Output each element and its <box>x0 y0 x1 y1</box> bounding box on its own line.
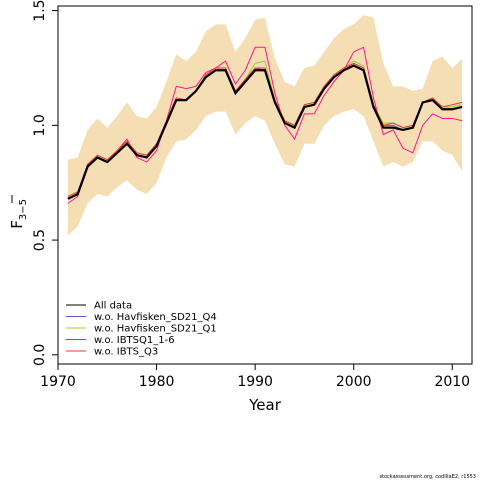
svg-text:F3−5: F3−5 <box>8 199 29 229</box>
x-tick-label: 2000 <box>336 374 372 390</box>
y-axis-title: F3−5 <box>8 195 29 229</box>
plot-frame <box>57 5 473 365</box>
series-line-4 <box>67 62 463 197</box>
x-tick-label: 1990 <box>237 374 273 390</box>
x-axis: 1970 1980 1990 2000 2010 <box>40 364 470 390</box>
y-axis-title-main: F <box>8 220 26 229</box>
series-line-0 <box>67 64 463 200</box>
x-axis-title: Year <box>248 396 282 414</box>
x-tick-label: 1980 <box>139 374 175 390</box>
y-axis-title-subscript: 3−5 <box>18 199 29 220</box>
legend-label-1: w.o. Havfisken_SD21_Q4 <box>94 312 217 323</box>
plot-area <box>67 15 463 236</box>
footer-source: stockassessment.org, codIIIaE2, r1553 <box>379 474 476 480</box>
legend-label-4: w.o. IBTS_Q3 <box>94 347 158 358</box>
y-tick-label: 1.0 <box>32 114 48 136</box>
y-tick-label: 0.5 <box>32 229 48 251</box>
legend-label-3: w.o. IBTSQ1_1-6 <box>94 335 175 346</box>
x-tick-label: 1970 <box>40 374 76 390</box>
y-tick-label: 1.5 <box>32 0 48 22</box>
y-axis: 0.0 0.5 1.0 1.5 <box>32 0 58 366</box>
x-tick-label: 2010 <box>434 374 470 390</box>
y-tick-label: 0.0 <box>32 344 48 366</box>
legend-label-2: w.o. Havfisken_SD21_Q1 <box>94 324 217 335</box>
legend-label-0: All data <box>94 301 132 312</box>
